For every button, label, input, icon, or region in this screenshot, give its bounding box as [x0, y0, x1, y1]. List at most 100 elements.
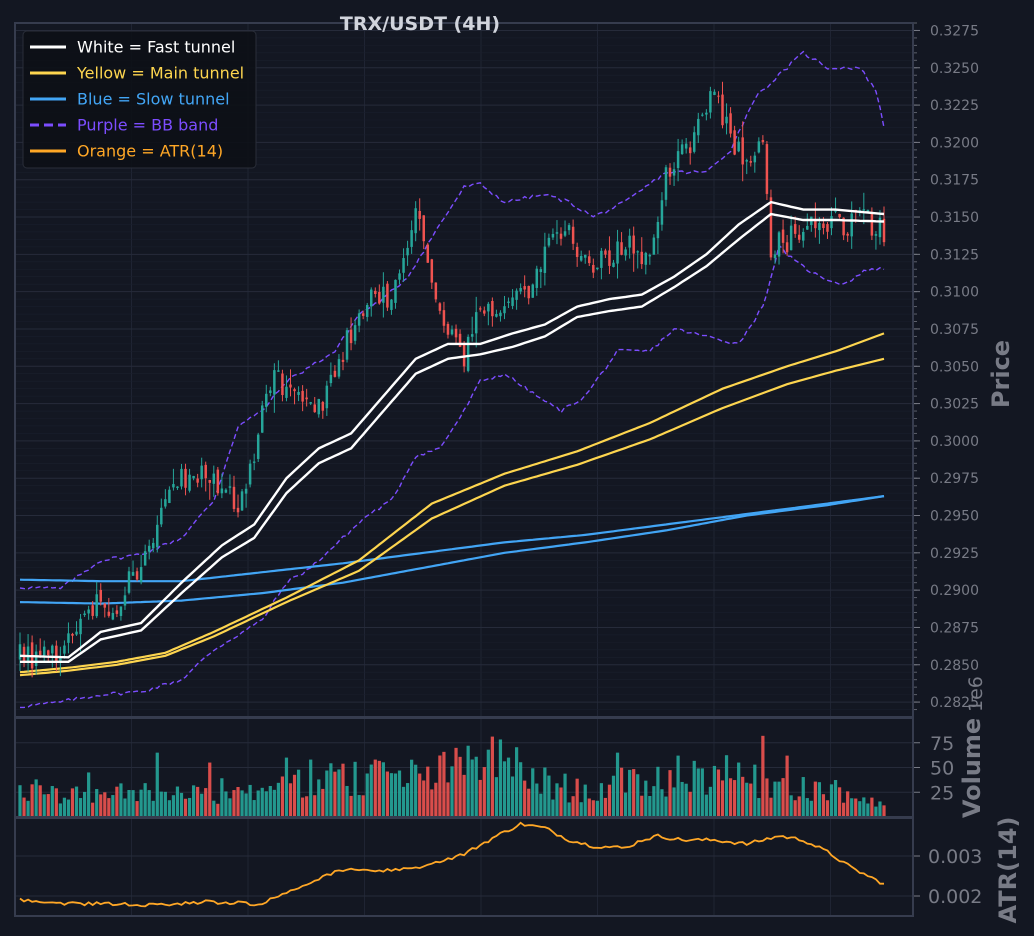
volume-bar [482, 767, 486, 817]
candle-body [317, 398, 321, 415]
price-tick-label: 0.2900 [930, 583, 979, 599]
candle-body [515, 290, 518, 300]
candle-body [51, 645, 54, 654]
volume-bar [575, 778, 579, 817]
candle-body [842, 217, 845, 236]
volume-bar [220, 778, 224, 817]
candle-body [107, 611, 111, 616]
volume-bar [196, 786, 200, 817]
volume-bar [761, 735, 765, 817]
candle-body [640, 251, 644, 265]
volume-bar [38, 785, 42, 817]
candle-body [111, 612, 115, 620]
volume-bar [393, 773, 398, 817]
volume-bar [769, 797, 773, 817]
candle-body [390, 299, 393, 310]
volume-bar [397, 770, 402, 817]
volume-bar [692, 760, 696, 817]
candle-body [495, 313, 498, 317]
slow-tunnel-upper [19, 495, 885, 583]
candle-body [539, 269, 543, 273]
volume-bar [688, 791, 692, 817]
candle-body [612, 262, 615, 268]
volume-bar [377, 760, 381, 817]
candle-body [466, 336, 470, 371]
volume-bar [167, 800, 171, 817]
main-tunnel-lower [19, 357, 885, 677]
volume-bar [373, 759, 377, 817]
candle-body [353, 325, 357, 341]
candle-body [797, 234, 801, 240]
candle-body [139, 567, 143, 583]
volume-bar [470, 759, 474, 817]
volume-bar [478, 779, 482, 817]
volume-bar [611, 775, 616, 817]
candle-body [410, 230, 413, 247]
candle-body [644, 252, 648, 265]
bb-lower-line [20, 243, 885, 709]
candle-body [737, 141, 740, 152]
volume-bar [720, 780, 725, 817]
candle-body [474, 312, 478, 334]
candle-body [95, 594, 98, 617]
price-tick-label: 0.3150 [930, 210, 979, 226]
volume-bar [801, 777, 805, 817]
volume-bar [490, 736, 494, 817]
volume-bar [430, 789, 434, 817]
price-tick-label: 0.3025 [930, 397, 979, 413]
volume-bar [284, 757, 289, 817]
candle-body [834, 210, 837, 212]
candle-body [676, 151, 680, 169]
volume-bar [700, 768, 704, 817]
candle-body [252, 461, 256, 463]
volume-bar [305, 796, 309, 817]
candle-body [507, 301, 510, 303]
candle-body [115, 610, 119, 614]
candle-body [725, 116, 728, 124]
candle-body [575, 246, 579, 257]
volume-bar [442, 751, 446, 817]
candle-body [793, 224, 797, 234]
atr-axis-ticks: 0.002 0.003 [913, 846, 982, 908]
volume-bar [737, 762, 741, 817]
candle-body [208, 480, 212, 483]
volume-bar [462, 774, 466, 817]
volume-bar [684, 783, 688, 817]
candle-body [188, 474, 191, 491]
volume-bar [454, 747, 458, 817]
volume-bar [825, 800, 830, 817]
candle-body [196, 478, 199, 483]
volume-bars [18, 735, 886, 817]
volume-bar [603, 797, 608, 817]
candle-body [151, 542, 155, 549]
chart-title: TRX/USDT (4H) [340, 13, 500, 35]
volume-bar [757, 798, 761, 817]
candle-body [818, 222, 821, 231]
volume-bar [708, 786, 712, 817]
volume-bar [418, 773, 422, 817]
volume-bar [547, 775, 551, 817]
atr-tick-label: 0.002 [928, 886, 982, 908]
volume-bar [252, 800, 256, 817]
atr-panel-frame [14, 817, 914, 917]
candle-body [450, 329, 454, 335]
candle-body [341, 359, 345, 362]
candle-body [729, 113, 732, 134]
volume-bar [498, 739, 503, 817]
legend: White = Fast tunnel Yellow = Main tunnel… [22, 30, 257, 169]
candle-body [870, 211, 874, 236]
volume-bar [519, 762, 523, 817]
price-tick-label: 0.3075 [930, 322, 979, 338]
candle-body [244, 488, 248, 494]
volume-bar [644, 780, 648, 817]
candle-body [527, 285, 530, 299]
price-tick-label: 0.2950 [930, 509, 979, 525]
candle-body [277, 370, 280, 372]
candle-body [826, 224, 829, 232]
candle-body [664, 167, 668, 200]
volume-bar [724, 755, 729, 817]
candle-body [321, 402, 325, 411]
volume-bar [171, 795, 176, 817]
